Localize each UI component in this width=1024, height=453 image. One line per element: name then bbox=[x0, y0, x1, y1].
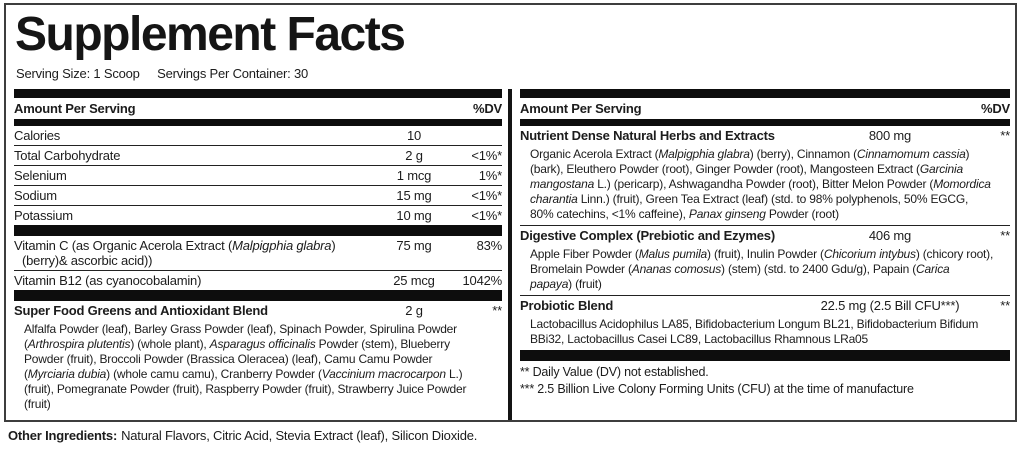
blend-name: Digestive Complex (Prebiotic and Ezymes) bbox=[520, 228, 775, 244]
nutrient-row-vitamin-b12: Vitamin B12 (as cyanocobalamin) 25 mcg 1… bbox=[14, 271, 502, 290]
footnote-dv-not-established: ** Daily Value (DV) not established. bbox=[520, 364, 709, 379]
nutrient-row-carbohydrate: Total Carbohydrate 2 g <1%* bbox=[14, 146, 502, 166]
dv-label: %DV bbox=[980, 100, 1010, 116]
amount-per-serving-label: Amount Per Serving bbox=[14, 100, 136, 116]
serving-size: Serving Size: 1 Scoop bbox=[16, 65, 140, 81]
other-ingredients-label: Other Ingredients: bbox=[8, 428, 118, 443]
blend-heading-row-herbs: Nutrient Dense Natural Herbs and Extract… bbox=[520, 126, 1010, 145]
nutrient-amount: 1 mcg bbox=[396, 168, 432, 184]
nutrient-row-selenium: Selenium 1 mcg 1%* bbox=[14, 166, 502, 186]
blend-ingredients-greens: Alfalfa Powder (leaf), Barley Grass Powd… bbox=[24, 321, 467, 411]
separator-bar bbox=[520, 349, 1010, 361]
blend-name: Nutrient Dense Natural Herbs and Extract… bbox=[520, 128, 775, 144]
section-herbs-extracts: Nutrient Dense Natural Herbs and Extract… bbox=[520, 126, 1010, 226]
nutrient-amount: 10 mg bbox=[396, 208, 432, 224]
column-divider bbox=[508, 88, 512, 420]
nutrient-name: Selenium bbox=[14, 168, 67, 184]
separator-bar bbox=[14, 224, 502, 236]
nutrient-dv: <1%* bbox=[471, 188, 502, 204]
blend-amount: 2 g bbox=[405, 303, 423, 319]
nutrient-row-calories: Calories 10 bbox=[14, 126, 502, 146]
nutrient-dv: <1%* bbox=[471, 148, 502, 164]
separator-bar bbox=[14, 118, 502, 126]
blend-dv: ** bbox=[1000, 228, 1010, 244]
blend-heading-row-greens: Super Food Greens and Antioxidant Blend … bbox=[14, 301, 502, 320]
section-probiotic-blend: Probiotic Blend 22.5 mg (2.5 Bill CFU***… bbox=[520, 296, 1010, 350]
facts-columns: Amount Per Serving %DV Calories 10 Total… bbox=[6, 88, 1015, 420]
blend-amount: 22.5 mg (2.5 Bill CFU***) bbox=[820, 298, 960, 314]
nutrient-amount: 2 g bbox=[405, 148, 423, 164]
nutrient-dv: <1%* bbox=[471, 208, 502, 224]
nutrient-dv: 83% bbox=[476, 238, 503, 254]
nutrient-row-vitamin-c: Vitamin C (as Organic Acerola Extract (M… bbox=[14, 236, 502, 271]
nutrient-name: Total Carbohydrate bbox=[14, 148, 121, 164]
blend-ingredients-herbs: Organic Acerola Extract (Malpigphia glab… bbox=[530, 146, 991, 221]
section-digestive-complex: Digestive Complex (Prebiotic and Ezymes)… bbox=[520, 226, 1010, 296]
blend-name: Probiotic Blend bbox=[520, 298, 614, 314]
page-title: Supplement Facts bbox=[15, 8, 406, 61]
nutrient-amount: 25 mcg bbox=[393, 273, 435, 289]
separator-bar bbox=[14, 289, 502, 301]
separator-bar bbox=[520, 88, 1010, 98]
blend-amount: 406 mg bbox=[868, 228, 912, 244]
amount-per-serving-label: Amount Per Serving bbox=[520, 100, 642, 116]
left-column: Amount Per Serving %DV Calories 10 Total… bbox=[6, 88, 508, 420]
nutrient-amount: 15 mg bbox=[396, 188, 432, 204]
column-header: Amount Per Serving %DV bbox=[520, 98, 1010, 119]
nutrient-name: Potassium bbox=[14, 208, 73, 224]
nutrient-name: Vitamin C (as Organic Acerola Extract (M… bbox=[14, 238, 336, 269]
blend-dv: ** bbox=[492, 303, 502, 319]
nutrient-name: Calories bbox=[14, 128, 61, 144]
other-ingredients-text: Natural Flavors, Citric Acid, Stevia Ext… bbox=[121, 428, 478, 443]
servings-per-container: Servings Per Container: 30 bbox=[157, 65, 309, 81]
separator-bar bbox=[14, 88, 502, 98]
blend-name: Super Food Greens and Antioxidant Blend bbox=[14, 303, 268, 319]
blend-dv: ** bbox=[1000, 128, 1010, 144]
footnotes: ** Daily Value (DV) not established. ***… bbox=[520, 364, 1010, 398]
nutrient-amount: 10 bbox=[406, 128, 422, 144]
other-ingredients: Other Ingredients: Natural Flavors, Citri… bbox=[8, 428, 477, 443]
nutrient-dv: 1042% bbox=[462, 273, 503, 289]
footnote-cfu: *** 2.5 Billion Live Colony Forming Unit… bbox=[520, 381, 914, 396]
nutrient-name: Sodium bbox=[14, 188, 57, 204]
blend-amount: 800 mg bbox=[868, 128, 912, 144]
blend-ingredients-probiotic: Lactobacillus Acidophilus LA85, Bifidoba… bbox=[530, 316, 979, 346]
blend-dv: ** bbox=[1000, 298, 1010, 314]
blend-heading-row-probiotic: Probiotic Blend 22.5 mg (2.5 Bill CFU***… bbox=[520, 296, 1010, 315]
blend-heading-row-digestive: Digestive Complex (Prebiotic and Ezymes)… bbox=[520, 226, 1010, 245]
nutrient-dv: 1%* bbox=[478, 168, 502, 184]
column-header: Amount Per Serving %DV bbox=[14, 98, 502, 119]
nutrient-name: Vitamin B12 (as cyanocobalamin) bbox=[14, 273, 202, 289]
separator-bar bbox=[520, 118, 1010, 126]
nutrient-row-sodium: Sodium 15 mg <1%* bbox=[14, 186, 502, 206]
supplement-facts-panel: Supplement Facts Serving Size: 1 Scoop S… bbox=[4, 3, 1017, 422]
right-column: Amount Per Serving %DV Nutrient Dense Na… bbox=[512, 88, 1015, 420]
nutrient-row-potassium: Potassium 10 mg <1%* bbox=[14, 206, 502, 225]
serving-info: Serving Size: 1 Scoop Servings Per Conta… bbox=[16, 66, 1015, 81]
nutrient-amount: 75 mg bbox=[396, 238, 432, 254]
blend-ingredients-digestive: Apple Fiber Powder (Malus pumila) (fruit… bbox=[530, 246, 994, 291]
dv-label: %DV bbox=[472, 100, 502, 116]
